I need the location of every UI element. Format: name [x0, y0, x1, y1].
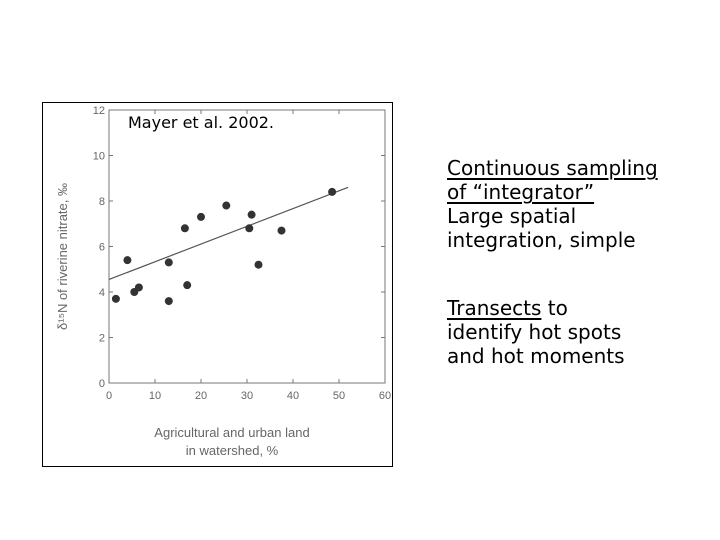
data-point: [328, 187, 337, 196]
data-point: [222, 201, 231, 210]
transects-desc-line1: identify hot spots: [447, 320, 622, 344]
y-tick-label: 0: [99, 378, 105, 390]
x-tick-label: 20: [195, 390, 207, 402]
integrator-desc-line2: integration, simple: [447, 228, 636, 252]
y-tick-label: 2: [99, 333, 105, 345]
x-tick-label: 50: [333, 390, 345, 402]
integrator-text-block: Continuous sampling of “integrator” Larg…: [447, 156, 707, 252]
y-tick-label: 12: [93, 105, 105, 117]
data-point: [134, 283, 143, 292]
x-tick-label: 10: [149, 390, 161, 402]
x-axis-label-line2: in watershed, %: [186, 443, 279, 458]
scatter-figure: 0 2 4 6 8 10 12 0 10 20 30 40 50 60 Agricultural and u…: [42, 102, 393, 467]
data-point: [123, 256, 132, 265]
data-point: [111, 294, 120, 303]
x-tick-label: 0: [106, 390, 112, 402]
scatter-plot: 0 2 4 6 8 10 12 0 10 20 30 40 50 60 Agricultural and u…: [55, 105, 391, 458]
y-tick-label: 6: [99, 242, 105, 254]
integrator-desc-line1: Large spatial: [447, 204, 577, 228]
data-point: [164, 297, 173, 306]
data-point: [164, 258, 173, 267]
y-tick-label: 10: [93, 151, 105, 163]
transects-text-block: Transects to identify hot spots and hot …: [447, 296, 707, 368]
transects-heading: Transects: [447, 296, 542, 320]
transects-desc-line2: and hot moments: [447, 344, 625, 368]
y-tick-label: 8: [99, 196, 105, 208]
data-point: [245, 224, 254, 233]
citation-label: Mayer et al. 2002.: [128, 113, 275, 132]
transects-heading-rest: to: [541, 296, 568, 320]
x-tick-label: 40: [287, 390, 299, 402]
x-tick-label: 30: [241, 390, 253, 402]
data-point: [247, 210, 256, 219]
x-axis-label-line1: Agricultural and urban land: [154, 425, 309, 440]
x-tick-label: 60: [379, 390, 391, 402]
data-point: [197, 212, 205, 221]
integrator-heading-line1: Continuous sampling: [447, 156, 658, 180]
data-point: [277, 226, 286, 235]
integrator-heading-line2: of “integrator”: [447, 180, 595, 204]
y-axis-label: δ¹⁵N of riverine nitrate, ‰: [55, 183, 70, 330]
plot-frame: [108, 109, 386, 384]
y-tick-label: 4: [99, 287, 105, 299]
data-point: [180, 224, 189, 233]
regression-line: [108, 186, 349, 281]
data-point: [254, 260, 263, 269]
data-point: [183, 281, 192, 290]
